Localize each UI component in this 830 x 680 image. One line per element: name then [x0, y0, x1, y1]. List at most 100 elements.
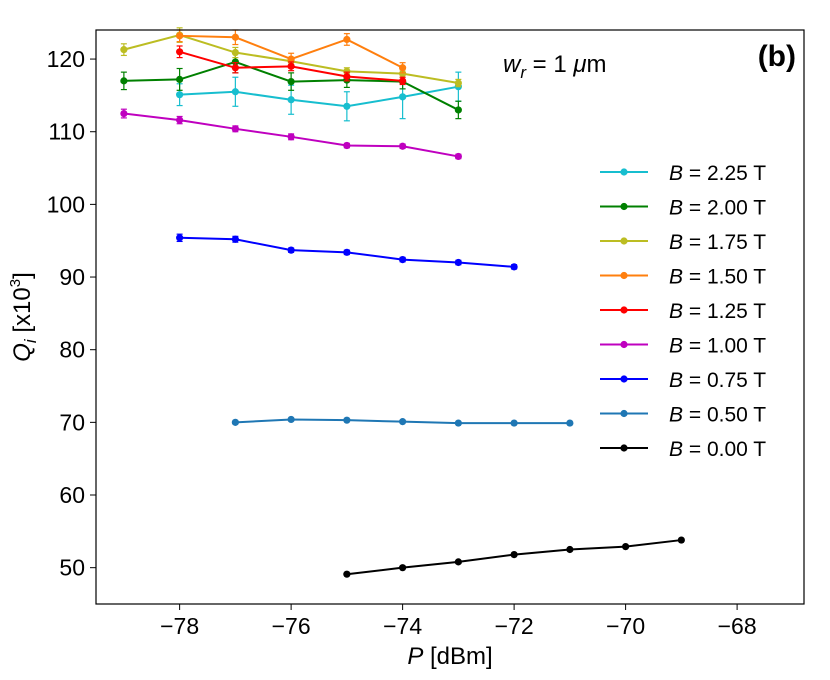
data-point: [231, 418, 239, 426]
legend-marker: [620, 202, 628, 211]
legend-marker: [620, 444, 628, 452]
y-axis-label: Qi [x103]: [7, 272, 40, 362]
y-tick-label: 120: [47, 46, 85, 72]
legend-item-0.75: B = 0.75 T: [600, 369, 766, 392]
y-tick-label: 110: [48, 119, 85, 145]
data-point: [120, 46, 128, 54]
data-point: [454, 258, 462, 267]
legend: B = 2.25 T B = 2.00 T B = 1.75 T B = 1.50 T…: [600, 162, 766, 461]
legend-marker: [620, 271, 628, 280]
x-tick-label: −76: [272, 613, 311, 639]
legend-label: B = 1.25 T: [669, 300, 766, 323]
legend-item-1.00: B = 1.00 T: [600, 335, 766, 358]
data-point: [176, 48, 184, 56]
data-point: [287, 133, 295, 141]
data-point: [343, 67, 351, 76]
y-axis: 50 60 70 80 90 100 110 120: [47, 46, 96, 581]
data-point: [120, 77, 128, 85]
x-tick-label: −72: [495, 613, 534, 639]
x-axis: −78 −76 −74 −72 −70 −68: [160, 604, 757, 639]
legend-item-1.50: B = 1.50 T: [600, 266, 766, 289]
data-point: [510, 419, 518, 427]
legend-item-0.00: B = 0.00 T: [600, 438, 766, 461]
y-tick-label: 80: [59, 337, 85, 363]
data-point: [231, 58, 239, 66]
legend-marker: [620, 237, 628, 245]
data-point: [566, 419, 574, 427]
data-point: [454, 419, 462, 427]
data-point: [399, 77, 407, 85]
x-tick-label: −68: [718, 613, 757, 639]
legend-label: B = 0.00 T: [669, 438, 766, 461]
legend-label: B = 1.75 T: [669, 231, 766, 254]
data-point: [231, 48, 239, 57]
data-point: [343, 141, 351, 150]
data-point: [231, 125, 239, 133]
legend-label: B = 1.50 T: [669, 266, 766, 289]
data-point: [399, 418, 407, 426]
data-point: [454, 106, 462, 114]
width-annotation: wr = 1 μm: [503, 51, 607, 82]
panel-label: (b): [758, 40, 796, 73]
data-point: [343, 248, 351, 256]
data-point: [176, 75, 184, 84]
data-point: [287, 62, 295, 70]
data-point: [120, 109, 128, 118]
data-point: [176, 234, 184, 242]
legend-item-2.00: B = 2.00 T: [600, 197, 766, 220]
y-tick-label: 90: [59, 264, 85, 290]
plot-area: [120, 27, 685, 578]
data-point: [454, 152, 462, 161]
x-tick-label: −78: [160, 613, 199, 639]
data-point: [287, 96, 295, 104]
series-1.25: [176, 45, 407, 86]
data-point: [399, 64, 407, 72]
legend-label: B = 1.00 T: [669, 335, 766, 358]
series-line: [179, 85, 459, 108]
x-axis-label: P [dBm]: [407, 643, 492, 670]
data-point: [231, 88, 239, 96]
series-1.00: [120, 108, 462, 161]
data-point: [231, 235, 239, 243]
legend-marker: [620, 409, 628, 418]
y-tick-label: 50: [59, 555, 85, 581]
data-point: [677, 536, 685, 544]
data-point: [454, 558, 462, 566]
data-point: [231, 33, 239, 41]
series-0.00: [343, 536, 685, 578]
data-point: [176, 91, 184, 99]
legend-item-1.25: B = 1.25 T: [600, 300, 766, 323]
legend-label: B = 2.25 T: [669, 162, 766, 185]
data-point: [399, 93, 407, 101]
x-tick-label: −70: [606, 613, 645, 639]
data-point: [399, 256, 407, 264]
legend-item-1.75: B = 1.75 T: [600, 231, 766, 254]
legend-item-0.50: B = 0.50 T: [600, 404, 766, 427]
data-point: [566, 545, 574, 554]
legend-marker: [620, 340, 628, 349]
data-point: [399, 142, 407, 150]
data-point: [510, 550, 518, 559]
data-point: [231, 64, 239, 72]
data-point: [287, 55, 295, 63]
data-point: [343, 102, 351, 110]
legend-label: B = 2.00 T: [669, 197, 766, 220]
legend-item-2.25: B = 2.25 T: [600, 162, 766, 185]
legend-label: B = 0.75 T: [669, 369, 766, 392]
data-point: [510, 263, 518, 271]
y-tick-label: 60: [59, 482, 85, 508]
series-0.75: [176, 233, 518, 271]
legend-marker: [620, 168, 628, 176]
data-point: [287, 415, 295, 424]
legend-marker: [620, 375, 628, 383]
data-point: [287, 77, 295, 86]
axes-frame: [95, 29, 805, 605]
data-point: [622, 543, 630, 551]
data-point: [399, 69, 407, 78]
y-tick-label: 70: [59, 409, 85, 435]
data-point: [343, 416, 351, 424]
series-2.25: [176, 71, 462, 122]
x-tick-label: −74: [383, 613, 422, 639]
data-point: [343, 72, 351, 81]
